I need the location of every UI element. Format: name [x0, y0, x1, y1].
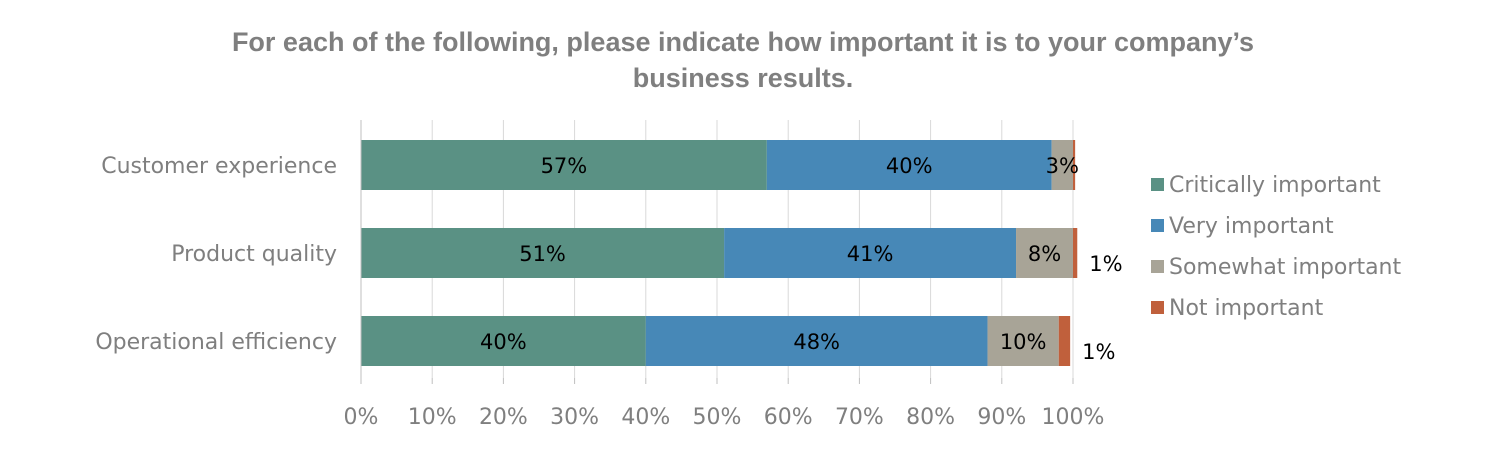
data-label: 8%	[1028, 242, 1061, 266]
bar-segment	[1073, 228, 1078, 278]
x-tick-label: 70%	[835, 405, 884, 430]
data-label: 57%	[541, 154, 588, 178]
legend-swatch	[1151, 301, 1164, 314]
data-label: 40%	[480, 330, 527, 354]
x-tick-label: 10%	[408, 405, 457, 430]
x-tick-label: 40%	[621, 405, 670, 430]
data-label: 10%	[1000, 330, 1047, 354]
legend-label: Very important	[1169, 214, 1334, 239]
category-label: Product quality	[171, 242, 337, 267]
category-labels: Customer experience Product quality Operat…	[95, 154, 337, 355]
bar-segment	[766, 140, 1052, 190]
bar-segment	[645, 316, 988, 366]
x-axis: 0% 10% 20% 30% 40% 50% 60% 70% 80% 90% 100%	[344, 120, 1105, 430]
legend-swatch	[1151, 219, 1164, 232]
bar-segment	[724, 228, 1017, 278]
x-tick-label: 20%	[479, 405, 528, 430]
chart-title: For each of the following, please indica…	[231, 27, 1255, 93]
bar-segment	[361, 228, 725, 278]
x-tick-label: 0%	[344, 405, 379, 430]
x-tick-label: 50%	[693, 405, 742, 430]
legend-label: Somewhat important	[1169, 255, 1401, 280]
data-label: 51%	[519, 242, 566, 266]
x-tick-label: 100%	[1042, 405, 1105, 430]
data-labels: 57% 40% 3% 51% 41% 8% 1% 40% 48% 10% 1%	[480, 154, 1123, 364]
x-tick-label: 80%	[906, 405, 955, 430]
legend-swatch	[1151, 178, 1164, 191]
bar-segment	[361, 140, 767, 190]
data-label: 1%	[1082, 340, 1115, 364]
legend-label: Not important	[1169, 296, 1324, 321]
data-label: 41%	[847, 242, 894, 266]
bar-segment	[1073, 140, 1076, 190]
bars	[361, 140, 1078, 366]
x-tick-label: 60%	[764, 405, 813, 430]
bar-segment	[1058, 316, 1071, 366]
bar-segment	[361, 316, 646, 366]
legend-label: Critically important	[1169, 173, 1381, 198]
data-label: 40%	[886, 154, 933, 178]
x-tick-label: 30%	[550, 405, 599, 430]
category-label: Customer experience	[101, 154, 337, 179]
data-label: 1%	[1089, 252, 1122, 276]
legend-swatch	[1151, 260, 1164, 273]
data-label: 3%	[1046, 154, 1079, 178]
bar-segment	[987, 316, 1059, 366]
category-label: Operational efficiency	[95, 330, 337, 355]
x-tick-label: 90%	[977, 405, 1026, 430]
legend: Critically important Very important Somewh…	[1151, 173, 1401, 321]
bar-segment	[1051, 140, 1073, 190]
data-label: 48%	[793, 330, 840, 354]
bar-segment	[1016, 228, 1073, 278]
